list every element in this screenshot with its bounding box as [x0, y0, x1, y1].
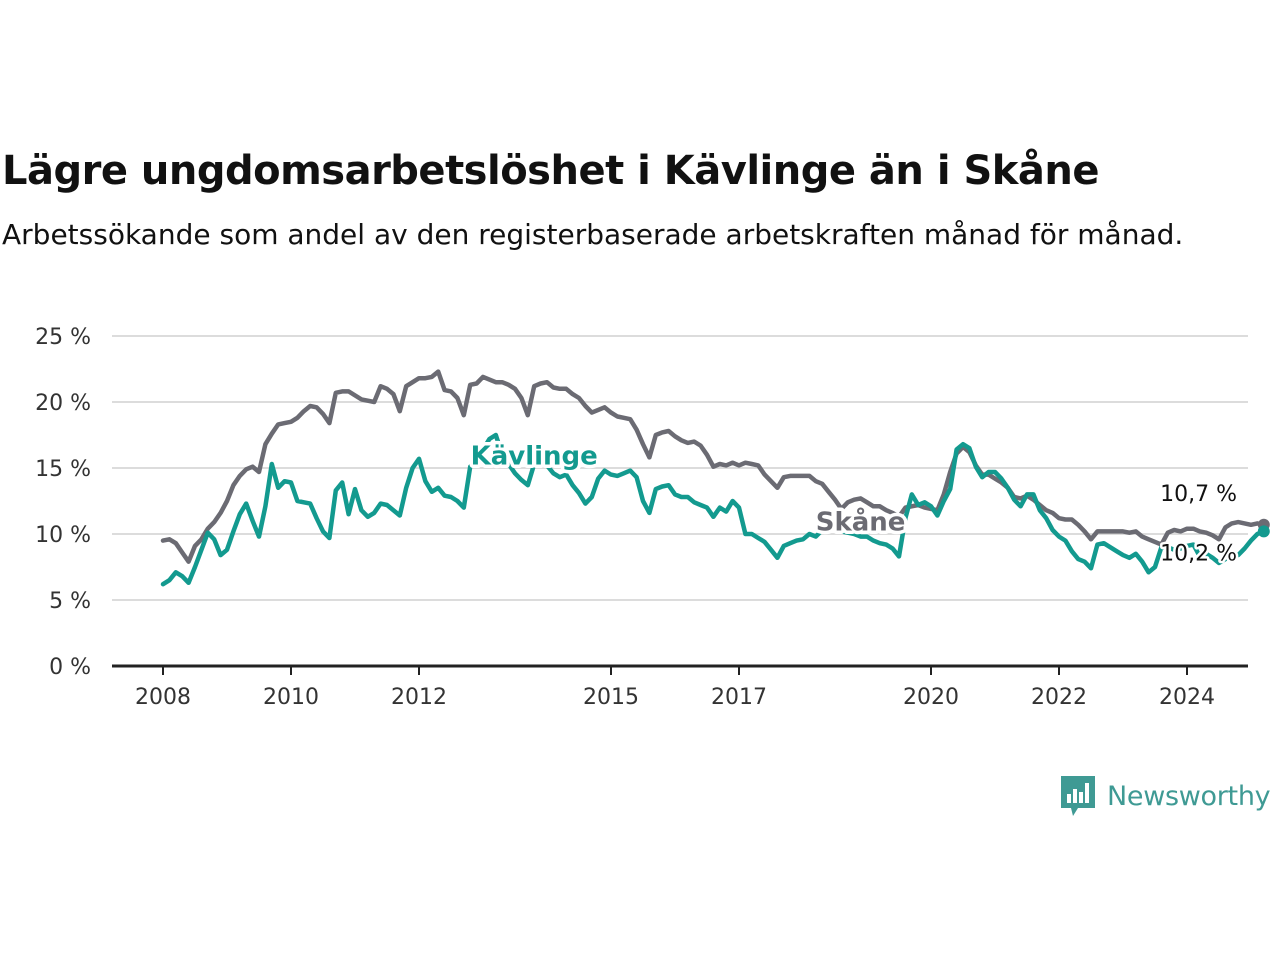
x-axis-ticks: 2008 2010 2012 2015 2017 2020 2022 2024 — [135, 666, 1215, 710]
end-label-skane: 10,7 % — [1160, 482, 1237, 507]
y-tick-label: 5 % — [49, 589, 91, 614]
series-lines — [160, 369, 1270, 587]
y-tick-label: 0 % — [49, 655, 91, 680]
x-tick-label: 2017 — [711, 685, 767, 710]
x-tick-label: 2024 — [1159, 685, 1215, 710]
newsworthy-chart-icon — [1061, 776, 1095, 816]
series-line-kvlinge — [160, 432, 1267, 587]
newsworthy-logo: Newsworthy — [1059, 772, 1271, 820]
y-tick-label: 20 % — [35, 391, 91, 416]
chart-subtitle: Arbetssökande som andel av den registerb… — [2, 218, 1184, 251]
y-axis-ticks: 0 % 5 % 10 % 15 % 20 % 25 % — [35, 325, 91, 680]
x-tick-label: 2020 — [903, 685, 959, 710]
y-tick-label: 25 % — [35, 325, 91, 350]
y-tick-label: 15 % — [35, 457, 91, 482]
x-tick-label: 2010 — [263, 685, 319, 710]
series-label-skane: Skåne — [816, 505, 906, 537]
series-line-skne — [160, 369, 1267, 564]
brand-name: Newsworthy — [1107, 780, 1271, 812]
y-tick-label: 10 % — [35, 523, 91, 548]
end-label-kavlinge: 10,2 % — [1160, 541, 1237, 566]
series-label-kavlinge: Kävlinge — [471, 441, 598, 471]
x-tick-label: 2012 — [391, 685, 447, 710]
x-tick-label: 2008 — [135, 685, 191, 710]
x-tick-label: 2015 — [583, 685, 639, 710]
x-tick-label: 2022 — [1031, 685, 1087, 710]
series-labels: Kävlinge Skåne 10,7 % 10,2 % — [467, 438, 1239, 569]
chart-title: Lägre ungdomsarbetslöshet i Kävlinge än … — [2, 148, 1099, 194]
series-end-point — [1257, 525, 1270, 538]
